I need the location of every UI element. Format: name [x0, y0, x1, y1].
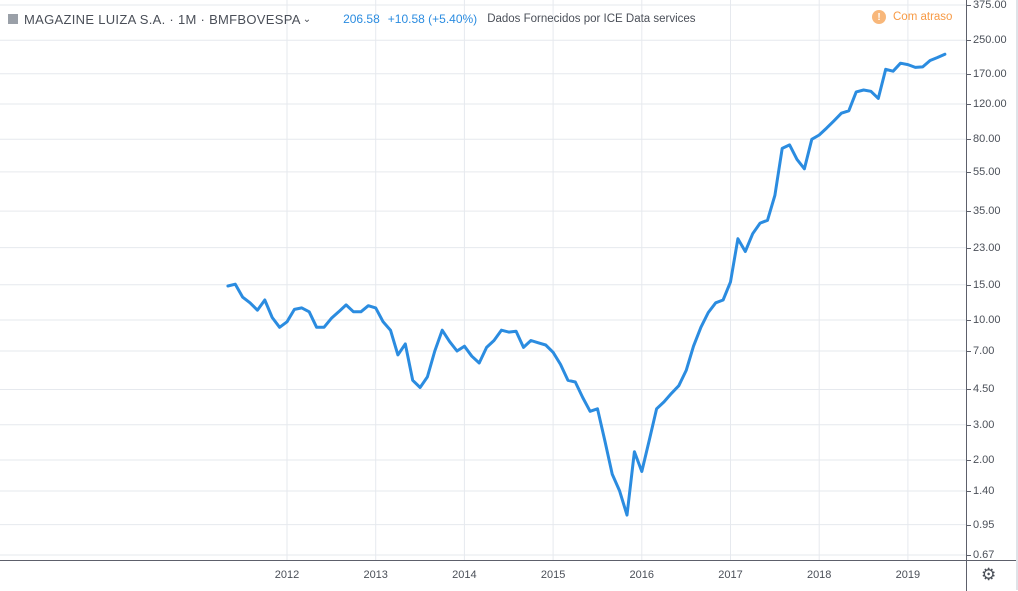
axis-corner: ⚙: [966, 560, 1018, 591]
price-axis[interactable]: 375.00 250.00 170.00 120.00 80.00 55.00 35.00 2…: [966, 0, 1018, 561]
right-edge-border: [1016, 0, 1018, 590]
y-tick-mark: [967, 40, 971, 42]
y-tick-label: 35.00: [973, 205, 1001, 218]
y-tick-mark: [967, 424, 971, 426]
y-tick-mark: [967, 459, 971, 461]
chart-plot-area[interactable]: [0, 0, 966, 560]
price-chart[interactable]: [0, 0, 966, 560]
y-tick-label: 3.00: [973, 418, 995, 431]
y-tick-mark: [967, 524, 971, 526]
price-change: +10.58 (+5.40%): [387, 12, 478, 26]
y-tick-mark: [967, 139, 971, 141]
time-axis[interactable]: 2012 2013 2014 2015 2016 2017 2018 2019: [0, 560, 966, 591]
x-tick-label: 2016: [629, 569, 655, 581]
delay-badge[interactable]: ! Com atraso: [872, 10, 952, 24]
y-tick-mark: [967, 5, 971, 6]
y-tick-label: 55.00: [973, 165, 1001, 178]
y-tick-mark: [967, 389, 971, 391]
y-tick-label: 0.95: [973, 518, 995, 531]
x-tick-label: 2015: [540, 569, 566, 581]
y-tick-mark: [967, 351, 971, 353]
y-tick-label: 120.00: [973, 98, 1007, 111]
y-tick-mark: [967, 555, 971, 556]
info-icon: !: [872, 10, 886, 24]
gear-icon[interactable]: ⚙: [981, 565, 997, 584]
y-tick-label: 0.67: [973, 549, 995, 561]
y-tick-mark: [967, 104, 971, 106]
y-tick-mark: [967, 490, 971, 492]
y-tick-label: 7.00: [973, 345, 995, 358]
y-tick-label: 170.00: [973, 67, 1007, 80]
y-tick-label: 23.00: [973, 241, 1001, 254]
x-tick-label: 2012: [274, 569, 300, 581]
price-series-line: [226, 52, 947, 517]
symbol-grip-icon[interactable]: [8, 14, 18, 24]
x-tick-label: 2013: [363, 569, 388, 581]
y-tick-label: 80.00: [973, 133, 1001, 146]
y-tick-label: 250.00: [973, 34, 1007, 47]
x-tick-label: 2018: [806, 569, 832, 581]
y-tick-mark: [967, 320, 971, 322]
y-tick-label: 2.00: [973, 453, 995, 466]
y-tick-mark: [967, 284, 971, 286]
x-tick-label: 2017: [718, 569, 743, 581]
x-tick-label: 2019: [895, 569, 921, 581]
last-price: 206.58: [343, 12, 380, 26]
delay-label: Com atraso: [893, 11, 953, 23]
y-tick-label: 10.00: [973, 314, 1001, 327]
y-tick-label: 375.00: [973, 0, 1007, 11]
chart-grid: [0, 0, 966, 560]
y-tick-mark: [967, 171, 971, 173]
y-tick-label: 15.00: [973, 278, 1001, 291]
chevron-down-icon[interactable]: ⌄: [302, 13, 312, 25]
y-tick-mark: [967, 211, 971, 213]
symbol-title[interactable]: MAGAZINE LUIZA S.A. · 1M · BMFBOVESPA: [24, 11, 301, 27]
y-tick-label: 1.40: [973, 484, 995, 497]
y-tick-mark: [967, 73, 971, 75]
data-source-label: Dados Fornecidos por ICE Data services: [487, 13, 696, 25]
y-tick-mark: [967, 247, 971, 249]
chart-header: MAGAZINE LUIZA S.A. · 1M · BMFBOVESPA ⌄ …: [8, 9, 696, 29]
y-tick-label: 4.50: [973, 383, 995, 396]
x-tick-label: 2014: [452, 569, 477, 581]
